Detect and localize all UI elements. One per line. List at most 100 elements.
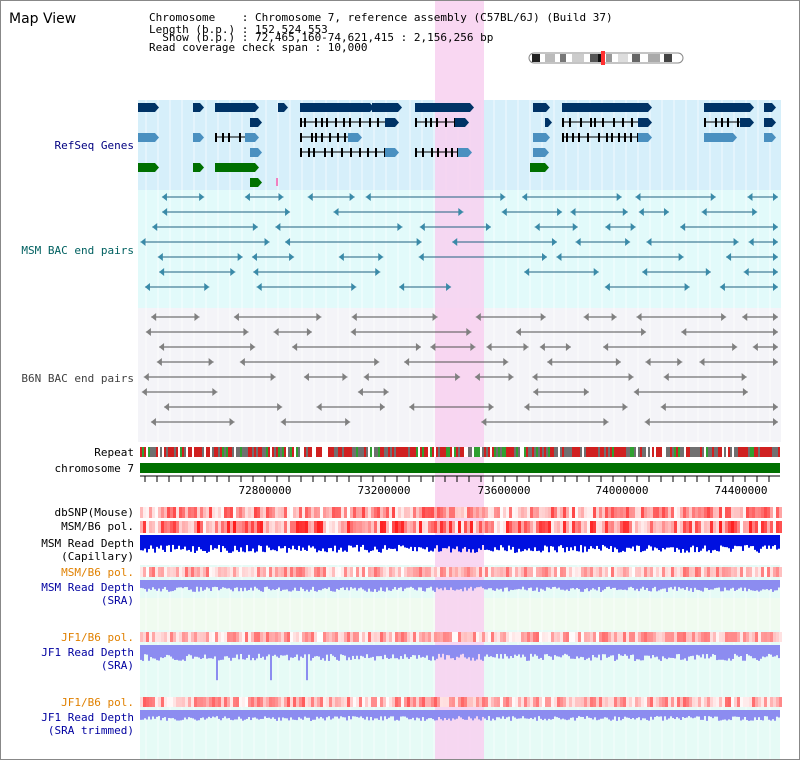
depth-bar: [392, 710, 394, 717]
heat-cell: [470, 521, 473, 533]
repeat-element: [284, 447, 286, 457]
heat-cell: [140, 521, 143, 533]
heat-cell: [743, 567, 746, 577]
depth-bar: [208, 580, 210, 589]
heat-cell: [659, 567, 662, 577]
repeat-track[interactable]: [140, 447, 780, 457]
heat-cell: [434, 507, 437, 518]
refseq-genes-track[interactable]: [138, 103, 776, 187]
depth-bar: [404, 710, 406, 717]
bac-end-left: [699, 358, 705, 366]
heat-cell: [686, 521, 689, 533]
depth-bar: [548, 710, 550, 719]
depth-bar: [386, 710, 388, 720]
bac-end-right: [270, 373, 276, 381]
heat-cell: [140, 697, 143, 707]
depth-bar: [624, 645, 626, 655]
depth-bar: [194, 645, 196, 657]
heat-cell: [233, 632, 236, 642]
depth-bar: [710, 710, 712, 717]
heat-cell: [677, 521, 680, 533]
depth-bar: [580, 645, 582, 657]
depth-bar: [460, 645, 462, 655]
heat-cell: [149, 507, 152, 518]
repeat-element: [320, 447, 322, 457]
heat-cell: [716, 567, 719, 577]
depth-bar: [618, 535, 620, 553]
depth-bar: [358, 710, 360, 718]
heat-cell: [269, 697, 272, 707]
read-depth-tracks[interactable]: [140, 535, 780, 721]
heat-cell: [164, 697, 167, 707]
repeat-element: [260, 447, 262, 457]
bac-end-right: [710, 193, 716, 201]
repeat-element: [700, 447, 702, 457]
heat-cell: [467, 632, 470, 642]
heat-cell: [188, 507, 191, 518]
heat-cell: [734, 697, 737, 707]
depth-bar: [314, 710, 316, 720]
depth-bar: [544, 710, 546, 719]
depth-bar: [380, 645, 382, 657]
heat-cell: [743, 521, 746, 533]
depth-bar: [420, 580, 422, 588]
heat-cell: [281, 632, 284, 642]
bac-end-left: [303, 373, 309, 381]
heat-cell: [422, 632, 425, 642]
heat-cell: [455, 521, 458, 533]
repeat-element: [360, 447, 362, 457]
depth-bar: [144, 645, 146, 655]
repeat-element: [174, 447, 176, 457]
heat-cell: [407, 567, 410, 577]
heat-cell: [743, 507, 746, 518]
bac-end-left: [583, 313, 589, 321]
depth-bar: [456, 535, 458, 547]
heat-cell: [773, 567, 776, 577]
heat-cell: [329, 697, 332, 707]
depth-bar: [286, 580, 288, 590]
repeat-element: [176, 447, 178, 457]
heat-cell: [161, 632, 164, 642]
depth-bar: [340, 580, 342, 588]
depth-bar: [472, 645, 474, 658]
heat-cell: [776, 697, 779, 707]
chromosome-bar[interactable]: [140, 463, 780, 473]
heat-cell: [365, 507, 368, 518]
bac-end-left: [280, 418, 286, 426]
heat-cell: [437, 567, 440, 577]
gene-exon: [602, 118, 604, 127]
depth-bar: [330, 535, 332, 548]
bac-end-right: [500, 193, 506, 201]
depth-bar: [632, 580, 634, 589]
heat-cell: [395, 567, 398, 577]
depth-bar: [776, 710, 778, 717]
depth-bar: [216, 645, 218, 681]
depth-bar: [180, 645, 182, 661]
heat-cell: [671, 697, 674, 707]
heat-cell: [587, 507, 590, 518]
depth-bar: [150, 645, 152, 658]
heat-cell: [644, 521, 647, 533]
heat-cell: [200, 697, 203, 707]
b6n-bac-track[interactable]: [141, 313, 778, 426]
heat-cell: [506, 507, 509, 518]
depth-bar: [670, 535, 672, 548]
msm-bac-label: MSM BAC end pairs: [21, 244, 134, 257]
depth-bar: [368, 645, 370, 659]
depth-bar: [350, 645, 352, 660]
depth-bar: [420, 710, 422, 721]
depth-bar: [740, 645, 742, 656]
repeat-element: [278, 447, 280, 457]
repeat-element: [246, 447, 248, 457]
repeat-element: [406, 447, 408, 457]
repeat-element: [400, 447, 402, 457]
polymorphism-heat-tracks[interactable]: [140, 507, 782, 707]
heat-cell: [635, 567, 638, 577]
msm-bac-track[interactable]: [140, 193, 778, 291]
heat-cell: [425, 632, 428, 642]
heat-cell: [566, 521, 569, 533]
chromosome-ideogram[interactable]: [528, 51, 684, 65]
heat-cell: [626, 521, 629, 533]
heat-cell: [158, 507, 161, 518]
